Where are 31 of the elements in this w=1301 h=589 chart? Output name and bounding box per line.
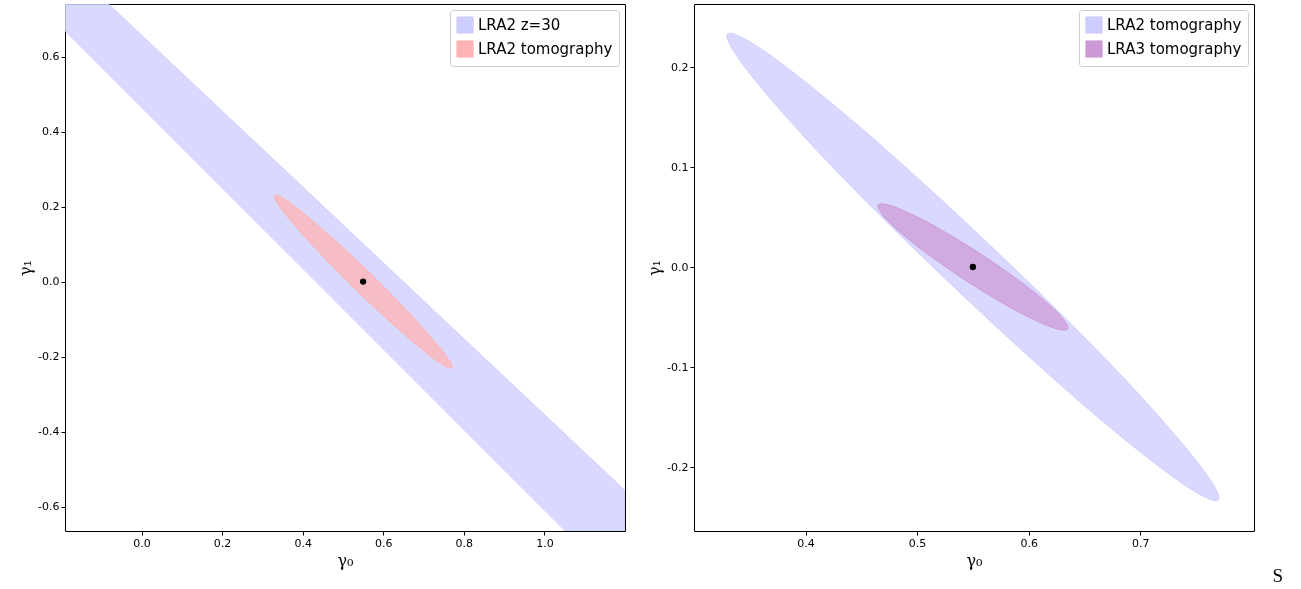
y-axis-title: γ₁ xyxy=(16,260,36,276)
x-tick-label: 0.0 xyxy=(133,536,151,550)
y-axis-title: γ₁ xyxy=(645,260,665,276)
legend-label: LRA2 tomography xyxy=(1107,16,1242,34)
text: S xyxy=(1272,565,1283,587)
y-tick-label: -0.1 xyxy=(667,360,689,374)
x-tick-label: 0.4 xyxy=(294,536,312,550)
x-tick-label: 0.2 xyxy=(213,536,232,550)
y-tick-label: 0.2 xyxy=(42,200,60,214)
x-tick-label: 0.5 xyxy=(908,536,927,550)
y-tick-label: 0.2 xyxy=(671,60,689,74)
x-axis-title: γ₀ xyxy=(966,550,983,570)
x-tick-label: 0.7 xyxy=(1131,536,1150,550)
x-tick-label: 1.0 xyxy=(536,536,554,550)
y-tick-label: 0.1 xyxy=(671,160,689,174)
y-tick-label: 0.6 xyxy=(42,50,60,64)
x-tick-label: 0.4 xyxy=(797,536,815,550)
y-tick-label: -0.2 xyxy=(38,350,60,364)
y-tick-label: 0.0 xyxy=(42,275,60,289)
legend-label: LRA2 z=30 xyxy=(478,16,561,34)
y-tick-label: -0.6 xyxy=(38,500,60,514)
y-tick-label: -0.2 xyxy=(667,460,689,474)
x-tick-label: 0.6 xyxy=(375,536,393,550)
x-tick-label: 0.8 xyxy=(455,536,474,550)
x-tick-label: 0.6 xyxy=(1020,536,1038,550)
x-axis-title: γ₀ xyxy=(337,550,354,570)
y-tick-label: 0.0 xyxy=(671,260,689,274)
y-tick-label: -0.4 xyxy=(38,425,60,439)
y-tick-label: 0.4 xyxy=(42,125,60,139)
legend-label: LRA2 tomography xyxy=(478,40,613,58)
legend-label: LRA3 tomography xyxy=(1107,40,1242,58)
